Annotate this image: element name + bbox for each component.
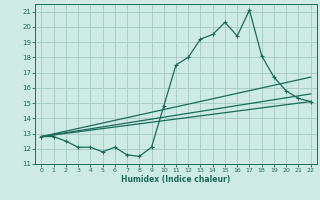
X-axis label: Humidex (Indice chaleur): Humidex (Indice chaleur)	[121, 175, 231, 184]
